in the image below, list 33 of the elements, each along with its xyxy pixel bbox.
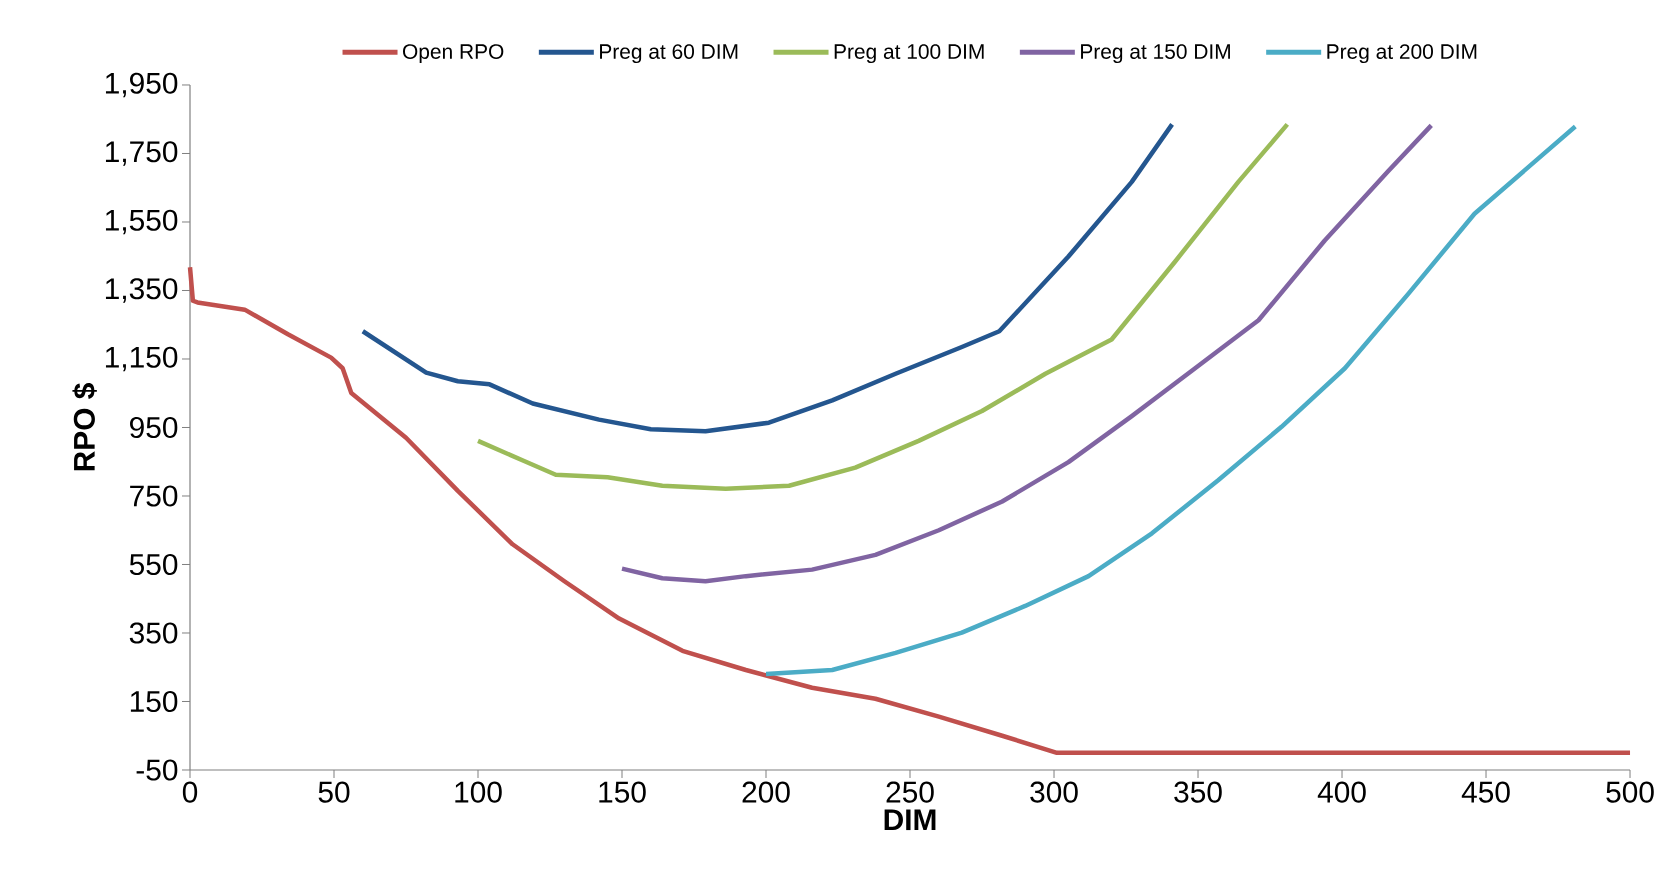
y-tick-label: 350 (129, 622, 178, 644)
y-tick-label: 1,150 (105, 346, 178, 372)
legend-label: Preg at 100 DIM (834, 44, 984, 64)
y-tick-label: 1,550 (105, 209, 178, 235)
x-tick-label: 0 (182, 781, 198, 803)
y-tick-label: 550 (129, 553, 178, 576)
y-tick-label: -50 (136, 759, 178, 781)
y-tick-label: 150 (130, 690, 178, 713)
line-series (763, 124, 1578, 677)
y-tick-label: 1,950 (105, 72, 178, 98)
x-tick-label: 400 (1317, 781, 1366, 803)
y-tick-label: 750 (130, 485, 178, 507)
legend-label: Preg at 60 DIM (600, 44, 738, 64)
x-tick-label: 300 (1030, 781, 1078, 803)
x-tick-label: 100 (455, 781, 502, 803)
x-axis-title: DIM (884, 809, 936, 831)
legend-label: Preg at 200 DIM (1327, 44, 1477, 64)
x-tick-label: 150 (599, 781, 646, 803)
legend-label: Open RPO (403, 44, 504, 64)
line-series (475, 122, 1290, 492)
x-tick-label: 50 (318, 781, 350, 803)
line-series (360, 122, 1175, 434)
x-tick-label: 250 (886, 781, 934, 803)
y-tick-label: 1,750 (105, 141, 178, 166)
x-tick-label: 200 (742, 781, 790, 803)
y-tick-label: 950 (130, 416, 178, 439)
line-series (619, 123, 1434, 584)
x-tick-label: 450 (1461, 781, 1510, 803)
y-axis-title: RPO $ (72, 383, 97, 471)
y-tick-label: 1,350 (105, 278, 178, 303)
legend-label: Preg at 150 DIM (1081, 44, 1230, 64)
x-tick-label: 350 (1174, 781, 1222, 803)
x-tick-label: 500 (1606, 781, 1654, 803)
